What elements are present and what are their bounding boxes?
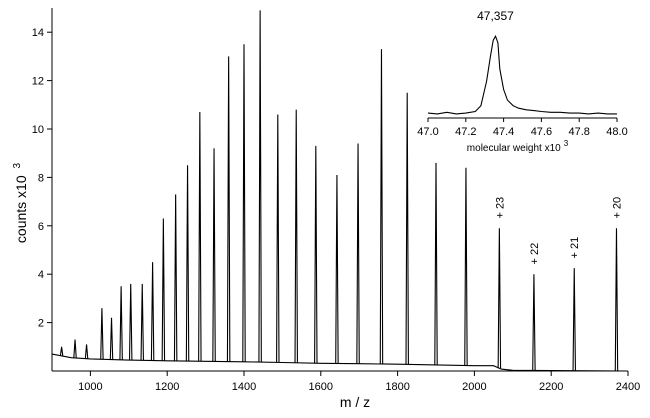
spectrum-peak xyxy=(356,143,360,364)
x-tick-label: 1800 xyxy=(385,381,409,393)
spectrum-baseline xyxy=(51,353,629,372)
spectrum-peak xyxy=(464,167,468,366)
inset-x-axis-label-exponent: 3 xyxy=(564,139,569,148)
x-tick-label: 1200 xyxy=(155,381,179,393)
spectrum-peak xyxy=(173,194,178,361)
y-axis-label: counts x10 3 xyxy=(12,162,29,243)
spectrum-peak xyxy=(100,308,104,360)
charge-state-label: + 21 xyxy=(569,237,581,259)
y-tick-label: 6 xyxy=(38,221,44,233)
y-tick-label: 10 xyxy=(32,124,44,136)
spectrum-peak xyxy=(161,218,166,361)
inset-plot: 47.0 47.2 47.4 47.6 47.8 48.0 47,357 molecular … xyxy=(417,9,627,154)
spectrum-peak xyxy=(258,10,262,363)
spectrum-peak xyxy=(532,274,536,371)
inset-x-axis-label: molecular weight x10 3 xyxy=(467,139,569,154)
inset-x-tick-label: 47.8 xyxy=(568,126,589,138)
x-tick-label: 1600 xyxy=(309,381,333,393)
spectrum-peak xyxy=(614,228,619,371)
spectrum-peak xyxy=(434,162,438,365)
spectrum-peak xyxy=(84,344,89,359)
main-plot: 2 4 6 8 10 12 14 1000 1200 1400 1600 1800 2000 2200 24… xyxy=(32,8,640,393)
charge-state-label: + 20 xyxy=(611,197,623,219)
spectrum-peak xyxy=(59,346,64,356)
inset-series-line xyxy=(427,34,617,115)
y-axis-label-exponent: 3 xyxy=(12,162,23,168)
spectrum-peak xyxy=(379,49,384,365)
spectrum-peak xyxy=(335,174,339,364)
spectrum-peak xyxy=(497,228,502,369)
spectrum-peak xyxy=(73,339,77,358)
spectrum-peak xyxy=(276,114,280,363)
inset-peak-label: 47,357 xyxy=(477,9,514,23)
inset-x-tick-label: 47.6 xyxy=(531,126,552,138)
spectrum-peak xyxy=(140,283,144,361)
y-axis-label-text: counts x10 xyxy=(13,175,29,243)
inset-x-tick-label: 48.0 xyxy=(606,126,627,138)
x-tick-label: 2200 xyxy=(539,381,563,393)
y-tick-label: 14 xyxy=(32,27,44,39)
spectrum-peak xyxy=(119,286,123,360)
y-tick-label: 8 xyxy=(38,172,44,184)
inset-x-tick-label: 47.4 xyxy=(493,126,514,138)
spectrum-peak xyxy=(212,148,216,362)
y-axis-label-group: counts x10 3 xyxy=(12,162,29,243)
charge-state-label: + 23 xyxy=(494,197,506,219)
spectrum-peak xyxy=(294,109,298,363)
spectrum-peak xyxy=(128,283,133,361)
y-tick-label: 12 xyxy=(32,76,44,88)
x-tick-label: 1400 xyxy=(232,381,256,393)
spectrum-peak xyxy=(405,92,409,365)
spectrum-peak xyxy=(198,112,202,362)
spectrum-peak xyxy=(314,145,318,364)
x-tick-label: 2000 xyxy=(462,381,486,393)
x-axis-label: m / z xyxy=(340,394,370,410)
x-tick-label: 2400 xyxy=(616,381,640,393)
inset-x-axis-label-text: molecular weight x10 xyxy=(467,143,561,154)
spectrum-peak xyxy=(226,56,231,362)
spectrum-peak xyxy=(572,268,576,371)
spectrum-peak xyxy=(150,262,155,361)
inset-x-tick-label: 47.2 xyxy=(455,126,476,138)
spectrum-peak xyxy=(242,44,246,362)
spectrum-peak xyxy=(109,317,114,360)
y-tick-label: 4 xyxy=(38,269,44,281)
x-tick-label: 1000 xyxy=(78,381,102,393)
inset-x-tick-label: 47.0 xyxy=(417,126,438,138)
y-tick-label: 2 xyxy=(38,318,44,330)
spectrum-peak xyxy=(185,165,190,362)
charge-state-label: + 22 xyxy=(529,243,541,265)
